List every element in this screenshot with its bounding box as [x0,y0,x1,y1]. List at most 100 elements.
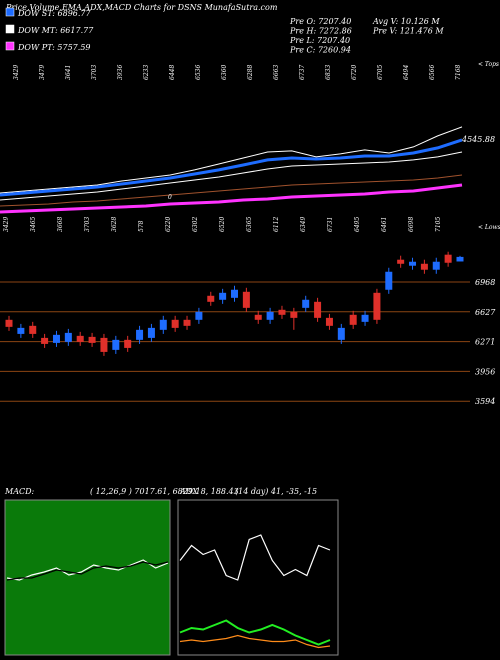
low-label: 3465 [30,217,37,232]
level-label: 3956 [475,367,495,376]
low-label: 3429 [3,217,10,232]
top-label: 6663 [273,65,280,80]
stat: Avg V: 10.126 M [372,17,440,26]
top-label: 3429 [13,65,20,80]
candle-body [420,263,428,270]
legend-label: DOW MT: 6617.77 [17,26,94,35]
candle-body [266,311,274,320]
candle-body [136,329,144,340]
top-label: 6737 [299,65,306,80]
series-line [179,619,331,646]
low-label: 6112 [273,217,280,232]
candle-body [112,339,120,350]
low-label: 6731 [327,217,334,232]
top-label: 6536 [195,65,202,80]
top-label: 3479 [39,65,46,80]
level-label: 6271 [475,338,495,347]
series-line [0,126,463,194]
low-label: 6461 [381,217,388,232]
low-label: 6520 [219,217,226,232]
low-label: 6302 [192,217,199,232]
macd-title: MACD: [4,487,35,496]
top-label: 3936 [117,65,124,80]
candle-body [409,261,417,266]
candle-body [183,319,191,326]
series-line [6,559,169,581]
candle-body [171,319,179,328]
candle-body [29,325,37,334]
series-line [6,561,169,581]
candle-body [231,289,238,298]
annotation: 4545.88 [461,135,495,144]
candle-body [373,292,381,320]
candle-body [207,295,215,302]
candle-body [444,254,452,263]
top-label: 6705 [377,65,384,80]
candle-body [361,314,369,322]
stat: Pre L: 7207.40 [289,36,350,45]
candle-body [195,311,203,320]
adx-params: (14 day) 41, -35, -15 [235,487,317,496]
adx-panel [177,499,339,656]
candle-body [88,336,96,343]
candle-body [76,335,84,342]
candle-body [124,339,132,348]
series-line [0,174,463,207]
macd-params: ( 12,26,9 ) 7017.61, 6829.18, 188.43 [90,487,239,496]
candle-body [41,337,49,344]
candle-body [278,309,286,315]
stat: Pre H: 7272.86 [289,27,352,36]
series-line [179,634,331,649]
candle-body [64,332,72,342]
series-line [179,534,331,581]
top-label: 6494 [403,65,410,80]
level-label: 3594 [475,397,495,406]
top-label: 6360 [221,65,228,80]
series-line [0,138,463,197]
candle-body [17,327,25,334]
candle-body [337,327,345,340]
candle-body [219,292,227,300]
stat: Pre C: 7260.94 [289,46,351,55]
lows-label: < Lows [478,224,500,231]
candle-body [314,301,322,318]
legend-label: DOW PT: 5757.59 [17,43,91,52]
tops-label: < Tops [478,61,499,68]
candle-body [302,299,310,308]
stat: Pre O: 7207.40 [289,17,351,26]
candle-body [325,317,333,326]
candle-body [432,261,440,270]
low-label: 6349 [300,217,307,232]
low-label: 6495 [354,217,361,232]
top-label: 6288 [247,65,254,80]
candle-body [397,259,405,264]
candle-body [456,256,464,262]
annotation: 0 [168,194,172,201]
level-label: 6968 [475,278,495,287]
top-label: 3703 [91,65,98,80]
top-label: 6720 [351,65,358,80]
top-label: 3641 [65,65,72,80]
candle-body [242,291,250,308]
candle-body [254,314,262,320]
page-title: Price,Volume,EMA,ADX,MACD Charts for DSN… [5,3,278,12]
candle-body [349,314,357,325]
low-label: 578 [138,220,145,232]
low-label: 6365 [246,217,253,232]
candle-body [385,271,393,290]
low-label: 3628 [111,217,118,232]
top-label: 6833 [325,65,332,80]
legend-swatch [5,7,15,17]
low-label: 7105 [435,217,442,232]
top-label: 7168 [455,65,462,80]
candle-body [52,334,60,343]
low-label: 6220 [165,217,172,232]
low-label: 3703 [84,217,91,232]
stat: Pre V: 121.476 M [372,27,444,36]
candle-body [100,337,108,352]
candle-body [290,311,298,318]
series-line [0,183,463,214]
level-label: 6627 [475,308,496,317]
legend-swatch [5,41,15,51]
